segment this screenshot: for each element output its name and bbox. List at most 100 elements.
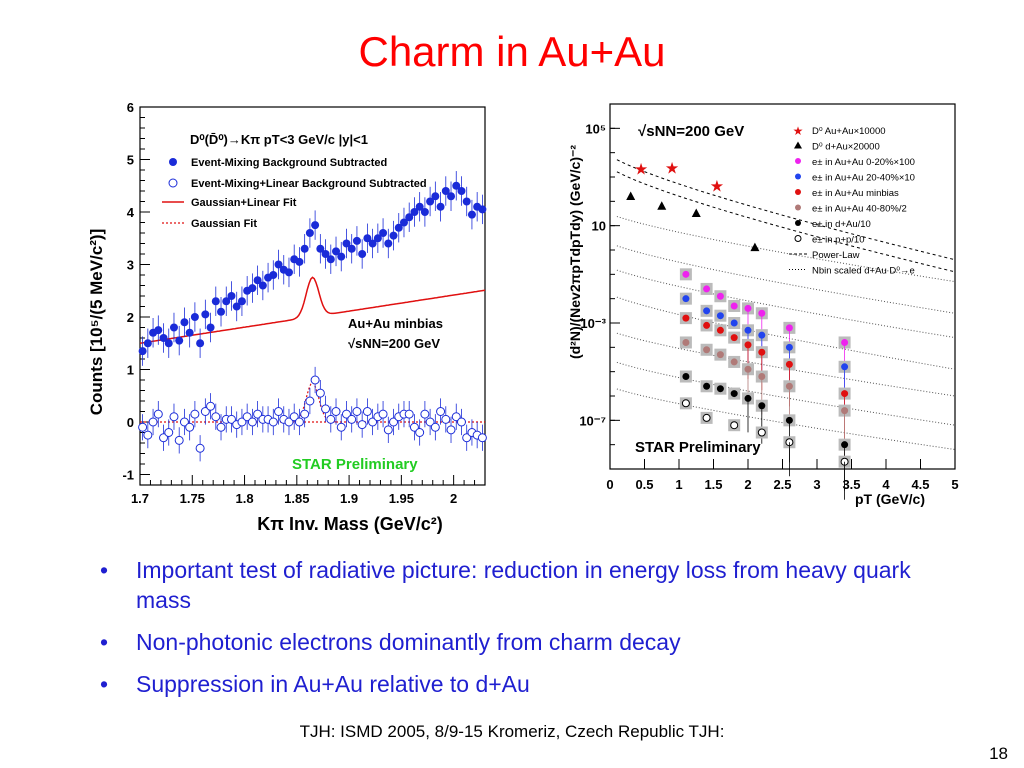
data-point-filled — [337, 252, 346, 261]
data-point-filled — [305, 229, 314, 237]
data-point-filled — [316, 244, 325, 253]
x-tick-label: 1.8 — [236, 491, 254, 506]
data-point-filled — [426, 197, 435, 206]
legend-entry-gauss: Gaussian Fit — [162, 218, 257, 230]
data-point-open — [216, 422, 226, 432]
legend-circle-icon — [795, 173, 801, 180]
data-point-circle — [682, 270, 690, 278]
data-point-open — [441, 414, 451, 424]
legend-entry-filled: Event-Mixing Background Subtracted — [169, 157, 387, 169]
data-point-filled — [237, 297, 246, 306]
bullet-dot: • — [100, 629, 109, 655]
legend-label-gauss: Gaussian Fit — [191, 218, 257, 230]
bullet-item: • Important test of radiative picture: re… — [100, 555, 960, 615]
data-point-open — [274, 407, 284, 416]
data-point-circle — [730, 334, 738, 342]
x-axis-label-right: pT (GeV/c) — [855, 491, 925, 507]
data-point-filled — [253, 276, 262, 285]
data-point-open — [284, 417, 294, 427]
data-point-open — [331, 407, 341, 416]
data-point-open — [138, 422, 148, 432]
data-point-open — [143, 430, 153, 440]
data-point-open — [368, 417, 378, 427]
data-point-open — [757, 428, 766, 437]
data-point-filled — [175, 336, 184, 345]
y-axis-label: Counts [10⁵/(5 MeV/c²)] — [87, 229, 106, 416]
legend-label: e± in p+p/10 — [812, 235, 865, 246]
legend-entry-open: Event-Mixing+Linear Background Subtracte… — [168, 178, 427, 190]
data-point-open — [200, 407, 210, 416]
x-tick-label-right: 2 — [744, 477, 751, 492]
power-law-band — [616, 296, 956, 370]
data-point-open — [357, 420, 367, 430]
data-point-filled — [154, 326, 163, 335]
data-point-open — [174, 435, 184, 445]
data-point-open — [341, 409, 351, 419]
data-point-filled — [164, 339, 173, 348]
data-point-open — [153, 409, 163, 419]
annotation-energy: √sNN=200 GeV — [348, 336, 440, 351]
legend-label: e± in Au+Au 20-40%×10 — [812, 173, 915, 184]
bullet-dot: • — [100, 671, 109, 697]
legend-label: e± in Au+Au 0-20%×100 — [812, 157, 915, 168]
data-point-open — [237, 417, 247, 427]
data-point-filled — [248, 284, 257, 293]
x-tick-label: 1.9 — [340, 491, 358, 506]
gaussian-linear-fit-line — [139, 276, 486, 345]
y-tick-label-right: 10 — [592, 219, 606, 234]
data-point-open — [190, 409, 200, 419]
legend-label: Power-Law — [812, 250, 860, 261]
data-point-filled — [332, 247, 341, 256]
data-point-open — [242, 412, 252, 422]
data-point-circle — [682, 314, 690, 322]
y-tick-label: 3 — [127, 258, 134, 273]
y-tick-label: 1 — [127, 363, 134, 378]
power-law-band — [616, 171, 956, 273]
data-point-filled — [190, 313, 199, 321]
x-axis-label: Kπ Inv. Mass (GeV/c²) — [257, 514, 443, 534]
data-point-filled — [185, 328, 194, 337]
data-point-open — [347, 414, 357, 424]
x-tick-label-right: 1 — [675, 477, 682, 492]
data-point-open — [148, 417, 158, 427]
data-point-filled — [467, 210, 476, 219]
data-point-open — [702, 413, 711, 422]
data-point-open — [305, 396, 315, 406]
x-tick-label-right: 3.5 — [842, 477, 860, 492]
data-point-filled — [358, 250, 367, 258]
annotation-energy-right: √sNN=200 GeV — [638, 123, 744, 140]
x-tick-label-right: 3 — [813, 477, 820, 492]
y-tick-label: 6 — [127, 100, 134, 115]
data-point-filled — [232, 302, 241, 311]
data-point-open — [294, 417, 304, 427]
data-point-filled — [441, 187, 450, 195]
legend-label: Nbin scaled d+Au D⁰→e — [812, 266, 915, 277]
data-point-circle — [703, 382, 711, 390]
x-tick-label: 2 — [450, 491, 457, 506]
bullet-text: Important test of radiative picture: red… — [136, 557, 911, 613]
data-point-open — [415, 428, 425, 437]
data-point-open — [179, 417, 189, 427]
y-tick-label: 2 — [127, 310, 134, 325]
data-point-filled — [206, 323, 215, 332]
data-point-filled — [399, 218, 408, 227]
data-point-open — [195, 443, 205, 453]
x-tick-label: 1.85 — [284, 491, 309, 506]
page-number: 18 — [989, 744, 1008, 763]
bullet-item: • Non-photonic electrons dominantly from … — [100, 627, 960, 657]
data-point-filled — [415, 202, 424, 211]
x-tick-label-right: 5 — [951, 477, 958, 492]
data-point-open — [451, 412, 461, 422]
legend-circle-icon — [795, 204, 801, 211]
pt-legend: ★ D⁰ Au+Au×10000 D⁰ d+Au×20000 e± in Au+Au … — [789, 124, 915, 277]
data-point-filled — [211, 297, 220, 306]
data-point-filled — [373, 234, 382, 243]
data-point-triangle — [626, 191, 636, 200]
data-point-triangle — [691, 208, 701, 217]
legend-triangle-icon — [794, 141, 802, 149]
data-point-open — [206, 401, 216, 411]
data-point-circle — [716, 292, 724, 300]
data-point-circle — [716, 385, 724, 393]
data-point-circle — [716, 312, 724, 320]
data-point-open — [226, 414, 236, 424]
